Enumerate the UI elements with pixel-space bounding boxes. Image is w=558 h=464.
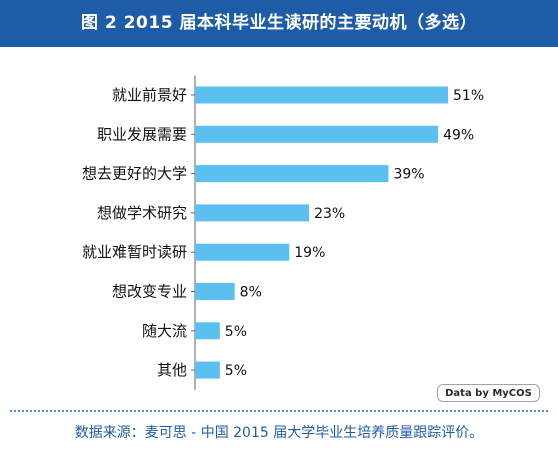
bar bbox=[195, 361, 220, 379]
value-label: 19% bbox=[294, 245, 325, 261]
title-bar: 图 2 2015 届本科毕业生读研的主要动机（多选） bbox=[0, 0, 558, 47]
data-source-badge: Data by MyCOS bbox=[437, 384, 540, 402]
bar bbox=[195, 86, 448, 104]
bar bbox=[195, 322, 220, 340]
bar bbox=[195, 243, 290, 261]
value-label: 51% bbox=[453, 88, 484, 104]
source-note: 数据来源：麦可思 - 中国 2015 届大学毕业生培养质量跟踪评价。 bbox=[74, 425, 484, 441]
category-label: 想改变专业 bbox=[112, 283, 187, 301]
category-label: 职业发展需要 bbox=[97, 125, 187, 143]
bar-chart: 就业前景好 51% 职业发展需要 49% 想去更好的大学 39% 想做学术研究 23% 就业难暂… bbox=[82, 75, 484, 390]
value-label: 8% bbox=[240, 285, 262, 301]
category-label: 随大流 bbox=[142, 322, 187, 340]
category-label: 想去更好的大学 bbox=[82, 165, 187, 183]
value-label: 5% bbox=[225, 324, 247, 340]
bar bbox=[195, 125, 439, 143]
chart-title: 图 2 2015 届本科毕业生读研的主要动机（多选） bbox=[81, 13, 477, 33]
value-label: 5% bbox=[225, 363, 247, 379]
category-label: 就业难暂时读研 bbox=[82, 243, 187, 261]
category-label: 其他 bbox=[157, 361, 187, 379]
value-label: 49% bbox=[443, 127, 474, 143]
bar bbox=[195, 204, 310, 222]
dotted-divider bbox=[10, 410, 548, 412]
category-label: 就业前景好 bbox=[112, 86, 187, 104]
value-label: 23% bbox=[314, 206, 345, 222]
bar bbox=[195, 165, 389, 183]
category-label: 想做学术研究 bbox=[97, 204, 187, 222]
bar bbox=[195, 283, 235, 300]
value-label: 39% bbox=[393, 167, 424, 183]
